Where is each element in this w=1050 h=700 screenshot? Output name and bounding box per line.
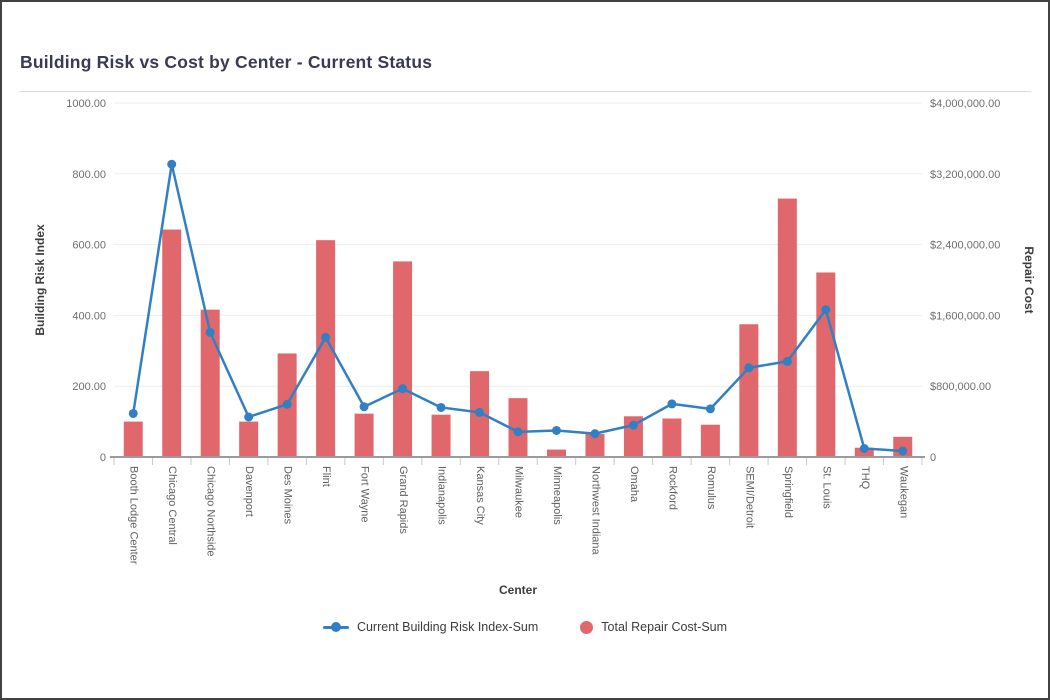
line-series-marker-icon [322,622,349,632]
line-point-omaha[interactable] [628,420,638,430]
bar-minneapolis[interactable] [546,449,566,457]
right-axis-tick-label: 0 [930,452,936,464]
line-point-grand-rapids[interactable] [398,384,408,394]
x-label-omaha: Omaha [628,466,640,503]
x-label-springfield: Springfield [782,466,794,518]
bar-springfield[interactable] [777,198,797,457]
right-axis-tick-label: $800,000.00 [930,381,991,393]
left-axis-tick-label: 1000.00 [66,98,106,110]
left-axis-tick-label: 800.00 [72,169,106,181]
right-axis-tick-label: $3,200,000.00 [930,169,1000,181]
line-point-semi-detroit[interactable] [744,363,754,373]
legend-item-repair-cost[interactable]: Total Repair Cost-Sum [580,620,727,634]
x-label-booth-lodge-center: Booth Lodge Center [128,466,140,565]
x-label-st-louis: St. Louis [820,466,832,509]
x-label-davenport: Davenport [243,466,255,517]
line-point-chicago-central[interactable] [167,159,177,169]
line-point-fort-wayne[interactable] [359,402,369,412]
x-label-des-moines: Des Moines [282,466,294,525]
line-point-milwaukee[interactable] [513,427,523,437]
x-label-chicago-northside: Chicago Northside [205,466,217,557]
x-label-semi-detroit: SEMI/Detroit [743,466,755,528]
bar-series-marker-icon [580,620,594,634]
right-axis-title: Repair Cost [1022,246,1036,313]
x-label-northwest-indiana: Northwest Indiana [589,466,601,556]
bar-booth-lodge-center[interactable] [123,421,143,457]
legend-label-repair-cost: Total Repair Cost-Sum [601,620,728,634]
line-point-minneapolis[interactable] [551,425,561,435]
x-label-milwaukee: Milwaukee [513,466,525,518]
x-label-grand-rapids: Grand Rapids [397,466,409,534]
right-axis-tick-label: $2,400,000.00 [930,240,1000,252]
chart-title: Building Risk vs Cost by Center - Curren… [20,52,433,72]
x-label-indianapolis: Indianapolis [436,466,448,525]
line-point-chicago-northside[interactable] [205,327,215,337]
line-point-springfield[interactable] [782,356,792,366]
left-axis-tick-label: 200.00 [72,381,106,393]
bar-flint[interactable] [316,240,336,457]
line-point-davenport[interactable] [244,412,254,422]
x-label-fort-wayne: Fort Wayne [359,466,371,522]
left-axis-tick-label: 400.00 [72,310,106,322]
bar-indianapolis[interactable] [431,414,451,457]
bar-st-louis[interactable] [816,272,836,457]
line-point-indianapolis[interactable] [436,402,446,412]
x-label-romulus: Romulus [705,466,717,510]
x-label-minneapolis: Minneapolis [551,466,563,525]
bar-chicago-northside[interactable] [200,309,220,457]
legend-label-risk-index: Current Building Risk Index-Sum [356,620,539,634]
x-label-kansas-city: Kansas City [474,466,486,525]
x-label-chicago-central: Chicago Central [166,466,178,545]
bar-chicago-central[interactable] [162,229,182,457]
line-point-flint[interactable] [321,332,331,342]
chart-legend: Current Building Risk Index-Sum Total Re… [2,620,1048,634]
line-point-rockford[interactable] [667,399,677,409]
line-point-thq[interactable] [859,444,869,454]
bar-semi-detroit[interactable] [739,324,759,457]
bar-rockford[interactable] [662,418,682,457]
bar-fort-wayne[interactable] [354,413,374,457]
left-axis-tick-label: 0 [100,452,106,464]
title-divider [19,91,1031,92]
left-axis-tick-label: 600.00 [72,240,106,252]
line-point-northwest-indiana[interactable] [590,429,600,439]
x-label-flint: Flint [320,466,332,487]
x-label-waukegan: Waukegan [897,466,909,518]
bar-northwest-indiana[interactable] [585,433,605,457]
line-point-booth-lodge-center[interactable] [128,408,138,418]
legend-item-risk-index[interactable]: Current Building Risk Index-Sum [322,620,539,634]
x-label-rockford: Rockford [666,466,678,510]
line-point-romulus[interactable] [705,404,715,414]
x-label-thq: THQ [859,466,871,490]
left-axis-title: Building Risk Index [33,224,47,336]
right-axis-tick-label: $1,600,000.00 [930,310,1000,322]
bar-romulus[interactable] [700,424,720,457]
bar-grand-rapids[interactable] [393,261,413,457]
right-axis-tick-label: $4,000,000.00 [930,98,1000,110]
line-point-kansas-city[interactable] [475,407,485,417]
line-point-des-moines[interactable] [282,399,292,409]
bar-davenport[interactable] [239,421,259,457]
line-point-waukegan[interactable] [898,446,908,456]
x-axis-title: Center [499,583,537,597]
line-point-st-louis[interactable] [821,305,831,315]
